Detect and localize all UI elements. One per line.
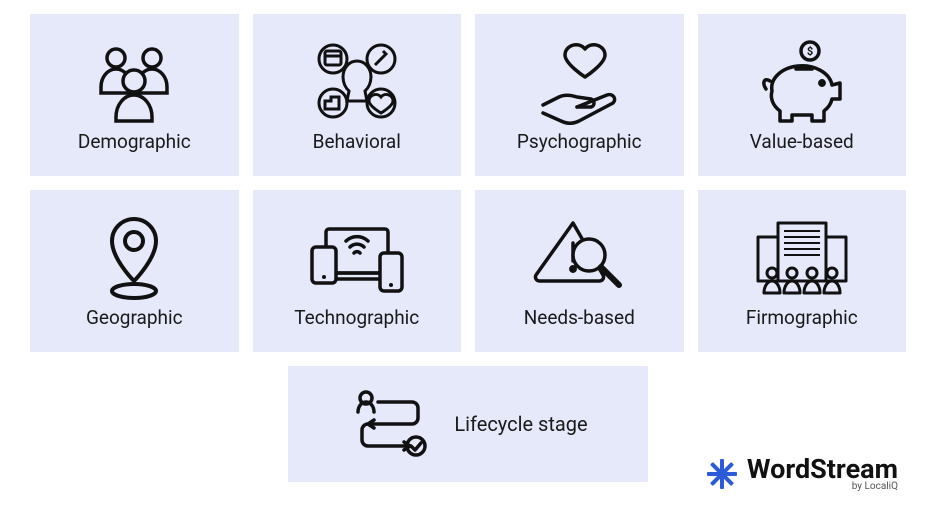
card-needs-based: Needs-based [475, 190, 684, 352]
brand-text-block: WordStream by LocaliQ [747, 456, 898, 492]
card-label: Value-based [750, 130, 854, 153]
card-label: Needs-based [524, 306, 635, 329]
card-psychographic: Psychographic [475, 14, 684, 176]
asterisk-icon [705, 457, 739, 491]
card-firmographic: Firmographic [698, 190, 907, 352]
card-label: Behavioral [313, 130, 401, 153]
card-label: Geographic [86, 306, 183, 329]
card-geographic: Geographic [30, 190, 239, 352]
map-pin-icon [94, 214, 174, 302]
card-technographic: Technographic [253, 190, 462, 352]
piggy-bank-icon: $ [752, 38, 852, 126]
card-demographic: Demographic [30, 14, 239, 176]
card-label: Firmographic [746, 306, 858, 329]
card-label: Psychographic [517, 130, 642, 153]
brand-name: WordStream [747, 456, 898, 483]
office-people-icon [750, 214, 854, 302]
brand-logo: WordStream by LocaliQ [705, 456, 898, 492]
card-behavioral: Behavioral [253, 14, 462, 176]
people-group-icon [88, 38, 180, 126]
card-value-based: $ Value-based [698, 14, 907, 176]
magnify-alert-icon [529, 214, 629, 302]
svg-text:$: $ [807, 45, 813, 58]
card-lifecycle: Lifecycle stage [288, 366, 648, 482]
lifecycle-flow-icon [348, 384, 434, 464]
lifecycle-label: Lifecycle stage [454, 412, 587, 436]
card-label: Demographic [78, 130, 191, 153]
behavior-quad-icon [311, 38, 403, 126]
hand-heart-icon [529, 38, 629, 126]
devices-icon [302, 214, 412, 302]
segmentation-grid: Demographic Behavioral [30, 14, 906, 352]
card-label: Technographic [294, 306, 419, 329]
